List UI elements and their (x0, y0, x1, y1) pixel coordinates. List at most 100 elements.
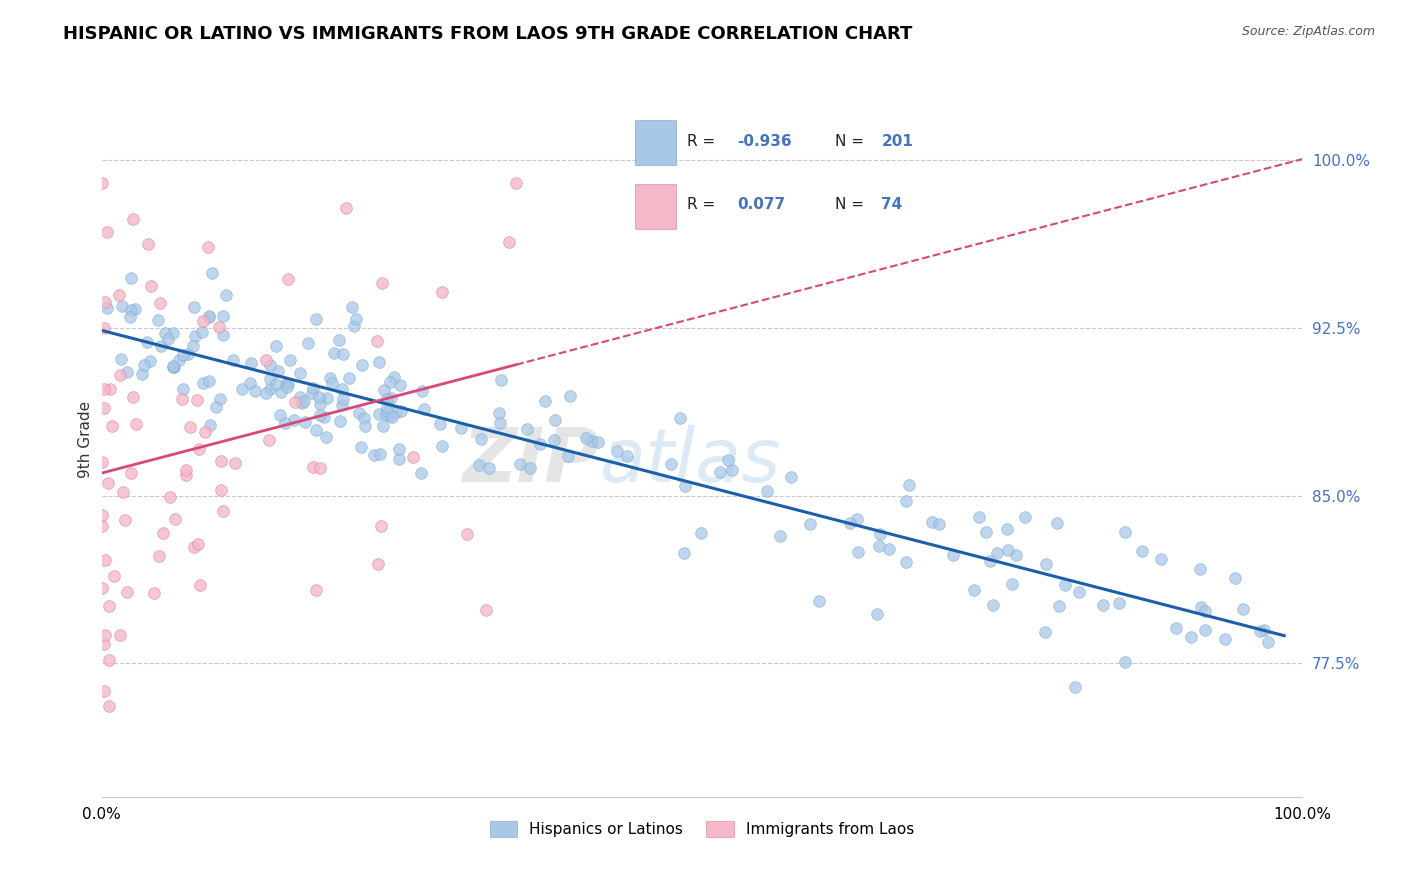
Point (967, 510, 990, 524)
Point (201, 266, 224, 280)
Point (259, 359, 281, 373)
Point (1005, 549, 1028, 563)
Point (308, 391, 330, 405)
Point (377, 392, 399, 407)
Point (373, 383, 395, 397)
Point (330, 382, 353, 396)
Point (1194, 604, 1216, 618)
Point (152, 525, 174, 540)
Point (488, 416, 510, 430)
Point (1166, 621, 1188, 635)
Point (269, 408, 291, 422)
Point (894, 493, 917, 508)
Point (121, 211, 143, 226)
Point (388, 452, 411, 467)
Point (277, 271, 299, 285)
Point (291, 396, 314, 410)
Point (1054, 578, 1077, 592)
Point (489, 373, 512, 387)
Point (167, 353, 190, 368)
Point (305, 423, 328, 437)
Point (352, 358, 374, 372)
Point (808, 593, 831, 607)
Point (995, 522, 1018, 536)
Point (120, 310, 142, 324)
Point (174, 467, 197, 482)
Point (616, 449, 638, 463)
Point (478, 461, 501, 475)
Point (384, 369, 406, 384)
Point (212, 309, 235, 323)
Point (91, 455, 114, 469)
Point (846, 545, 869, 559)
Point (986, 546, 1008, 560)
Point (380, 391, 402, 405)
Point (337, 370, 360, 384)
Point (557, 449, 579, 463)
Point (385, 405, 408, 419)
Point (114, 513, 136, 527)
Point (159, 490, 181, 504)
Point (344, 312, 367, 326)
Point (456, 527, 478, 541)
Point (370, 519, 392, 533)
Point (93, 382, 115, 396)
Point (323, 345, 346, 359)
Point (1223, 571, 1246, 585)
Point (974, 524, 997, 539)
Point (673, 547, 696, 561)
Point (388, 377, 411, 392)
Point (290, 390, 312, 404)
Point (335, 202, 357, 216)
Point (315, 430, 337, 444)
Point (191, 314, 214, 328)
Point (509, 458, 531, 472)
Point (721, 463, 744, 477)
Point (308, 461, 330, 475)
Point (429, 417, 451, 432)
Point (1189, 561, 1212, 575)
Point (267, 364, 290, 378)
Point (432, 439, 454, 453)
Point (1063, 680, 1085, 694)
Point (1046, 516, 1069, 530)
Point (122, 390, 145, 404)
Point (411, 384, 433, 399)
Point (673, 479, 696, 493)
Point (297, 336, 319, 351)
Point (301, 385, 323, 400)
Point (290, 366, 312, 380)
Point (259, 372, 281, 386)
Point (198, 309, 221, 323)
Point (191, 325, 214, 339)
Point (897, 478, 920, 492)
Point (1108, 596, 1130, 610)
Point (183, 300, 205, 314)
Point (318, 371, 340, 385)
Point (371, 418, 394, 433)
Point (212, 504, 235, 518)
Point (1114, 655, 1136, 669)
Point (107, 288, 129, 302)
Point (270, 384, 292, 399)
Point (98, 699, 121, 714)
Point (117, 365, 139, 379)
Point (544, 413, 567, 427)
Point (979, 554, 1001, 568)
Point (558, 389, 581, 403)
Point (581, 434, 603, 449)
Point (93, 553, 115, 567)
Point (120, 302, 142, 317)
Point (215, 287, 238, 301)
Point (100, 382, 122, 396)
Point (124, 301, 146, 316)
Point (321, 376, 343, 391)
Point (869, 527, 891, 541)
Point (430, 285, 453, 299)
Point (187, 537, 209, 551)
Text: Source: ZipAtlas.com: Source: ZipAtlas.com (1241, 25, 1375, 38)
Point (110, 368, 132, 382)
Point (208, 392, 231, 407)
Point (350, 441, 373, 455)
Point (302, 460, 325, 475)
